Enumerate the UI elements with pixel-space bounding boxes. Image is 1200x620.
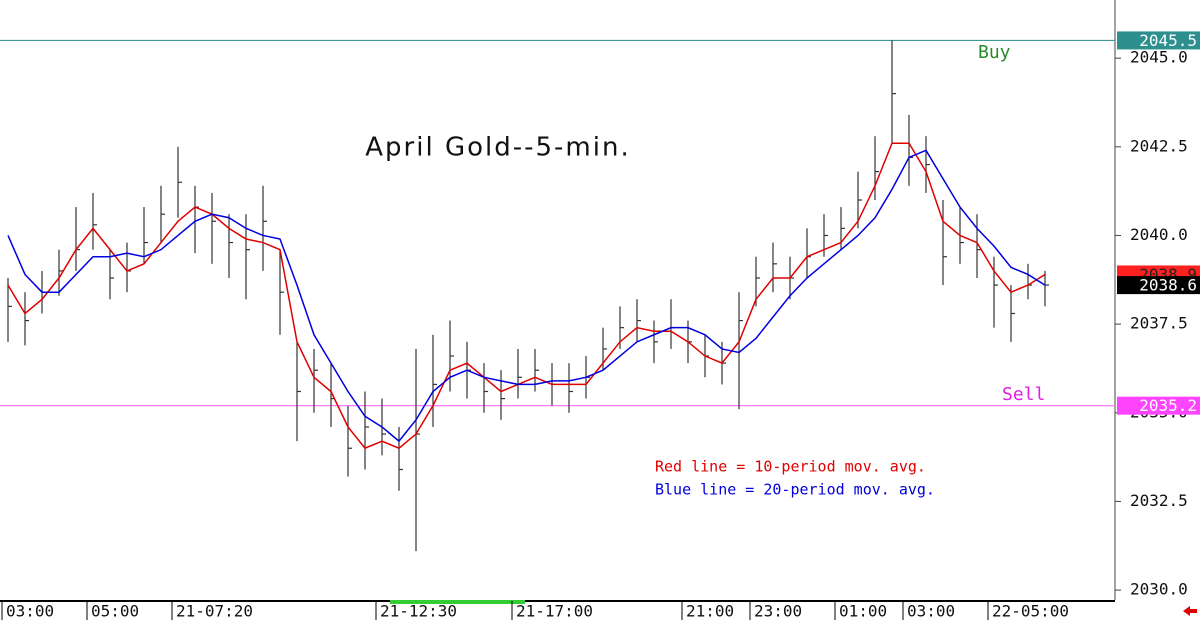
price-tag-label: 2045.5 (1139, 31, 1197, 50)
y-tick-label: 2037.5 (1130, 314, 1188, 333)
y-tick-label: 2032.5 (1130, 491, 1188, 510)
y-tick-label: 2045.0 (1130, 48, 1188, 67)
x-tick-label: 21-12:30 (380, 602, 457, 620)
price-tag (1117, 31, 1200, 50)
y-tick-label: 2030.0 (1130, 580, 1188, 599)
x-tick-label: 01:00 (839, 602, 887, 620)
x-tick-label: 22-05:00 (992, 602, 1069, 620)
price-tag-label: 2035.2 (1139, 396, 1197, 415)
signal-label: Sell (1002, 384, 1045, 405)
x-tick-label: 21-17:00 (516, 602, 593, 620)
price-tag (1117, 396, 1200, 415)
x-tick-label: 21-07:20 (176, 602, 253, 620)
session-highlight (390, 600, 525, 604)
x-tick-label: 03:00 (907, 602, 955, 620)
moving-average (7, 142, 1046, 450)
moving-average (7, 149, 1046, 443)
chart-title: April Gold--5-min. (365, 133, 630, 163)
legend-entry: Red line = 10-period mov. avg. (655, 458, 926, 476)
legend-entry: Blue line = 20-period mov. avg. (655, 481, 935, 499)
x-tick-label: 05:00 (91, 602, 139, 620)
scroll-arrow (1183, 606, 1197, 616)
x-tick-label: 03:00 (6, 602, 54, 620)
x-tick-label: 21:00 (686, 602, 734, 620)
price-tag (1117, 276, 1200, 295)
y-tick-label: 2042.5 (1130, 136, 1188, 155)
price-tag-label: 2038.6 (1139, 276, 1197, 295)
y-tick-label: 2040.0 (1130, 225, 1188, 244)
signal-label: Buy (978, 42, 1011, 63)
x-tick-label: 23:00 (754, 602, 802, 620)
